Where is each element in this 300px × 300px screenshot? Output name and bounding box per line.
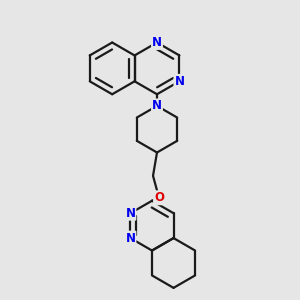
- Text: N: N: [152, 36, 162, 49]
- Text: N: N: [125, 232, 135, 244]
- Text: N: N: [174, 75, 184, 88]
- Text: O: O: [154, 191, 164, 204]
- Text: N: N: [152, 99, 162, 112]
- Text: N: N: [125, 207, 135, 220]
